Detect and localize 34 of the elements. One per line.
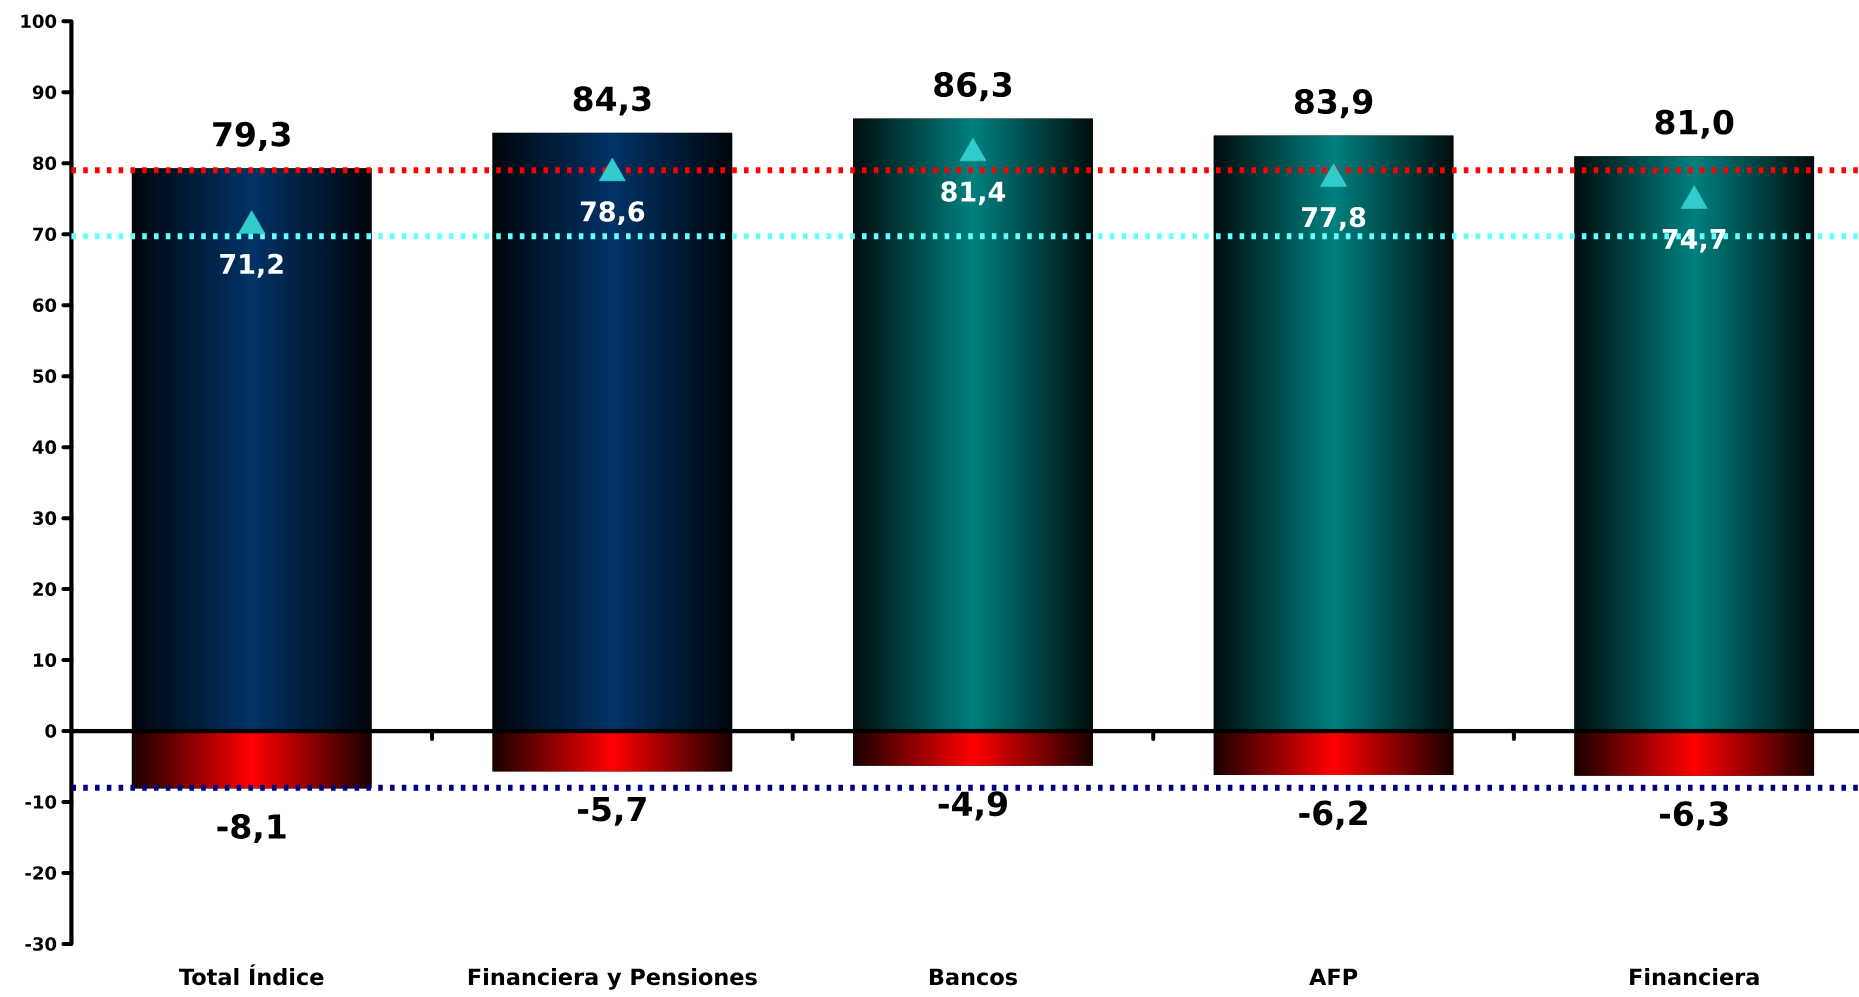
y-tick-label: 0	[45, 724, 57, 738]
y-tick-label: 30	[33, 511, 57, 525]
data-label: -6,3	[1659, 801, 1728, 831]
x-tick-label: Financiera	[1630, 968, 1759, 986]
data-label: -6,2	[1299, 800, 1367, 830]
data-label: -8,1	[217, 813, 286, 844]
y-tick-label: -10	[25, 795, 57, 809]
x-tick-label: Bancos	[929, 968, 1017, 986]
x-tick-label: Total Índice	[179, 964, 324, 986]
data-label: 81,0	[1655, 109, 1734, 139]
y-tick-label: 100	[21, 14, 57, 29]
y-tick-label: 70	[33, 227, 57, 242]
data-label: 74,7	[1662, 229, 1726, 253]
x-tick-label: Financiera y Pensiones	[468, 968, 757, 990]
y-tick-label: 50	[33, 369, 57, 383]
data-label: -5,7	[578, 796, 646, 826]
data-label: 83,9	[1294, 89, 1373, 119]
y-tick-label: 80	[33, 156, 57, 171]
data-label: 71,2	[220, 253, 283, 278]
y-tick-label: 90	[32, 85, 57, 100]
y-tick-label: -30	[25, 937, 57, 951]
data-label: 77,8	[1302, 206, 1366, 231]
y-tick-label: 60	[33, 298, 57, 312]
y-tick-label: 40	[32, 440, 57, 454]
data-label: 81,4	[941, 181, 1006, 206]
data-label: 79,3	[213, 121, 290, 151]
data-label: -4,9	[938, 791, 1007, 821]
x-tick-label: AFP	[1309, 968, 1358, 985]
y-tick-label: 20	[33, 582, 57, 596]
data-label: 86,3	[934, 72, 1012, 102]
data-label: 84,3	[573, 86, 651, 116]
y-tick-label: 10	[33, 653, 57, 667]
data-label: 78,6	[580, 201, 645, 226]
y-tick-label: -20	[25, 866, 57, 880]
